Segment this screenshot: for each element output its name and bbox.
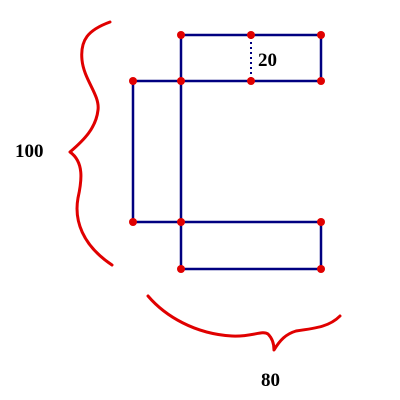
vertex [317,77,325,85]
width-label: 80 [261,370,280,391]
vertex [129,218,137,226]
vertex [317,31,325,39]
vertex [177,218,185,226]
vertex [247,31,255,39]
height-brace [68,20,114,267]
vertex [177,265,185,273]
vertex [317,265,325,273]
width-brace [146,294,342,352]
vertex [317,218,325,226]
vertex [129,77,137,85]
vertex [247,77,255,85]
height-label: 100 [15,141,44,162]
vertex [177,77,185,85]
vertex [177,31,185,39]
gap-label: 20 [258,50,277,71]
